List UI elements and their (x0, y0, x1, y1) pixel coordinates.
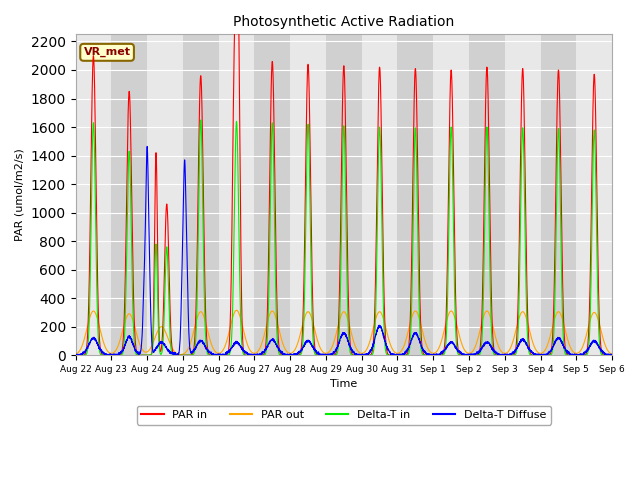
Delta-T in (556, 192, 564, 197)
PAR in (72, 352, 79, 358)
PAR out (177, 352, 184, 358)
Delta-T Diffuse (277, 349, 285, 355)
X-axis label: Time: Time (330, 380, 358, 389)
Delta-T in (408, 307, 415, 313)
Line: PAR in: PAR in (76, 0, 612, 355)
Bar (76, 35, 111, 355)
PAR out (136, 341, 143, 347)
PAR out (72, 351, 79, 357)
Bar (433, 35, 469, 355)
Delta-T in (277, 352, 285, 358)
Bar (111, 35, 147, 355)
Y-axis label: PAR (umol/m2/s): PAR (umol/m2/s) (15, 148, 25, 241)
PAR out (608, 351, 616, 357)
Delta-T Diffuse (72, 351, 79, 357)
PAR in (559, 286, 566, 292)
Bar (183, 35, 219, 355)
Delta-T in (72, 352, 79, 358)
Delta-T Diffuse (559, 342, 566, 348)
PAR out (277, 336, 285, 341)
Bar (219, 35, 254, 355)
Bar (326, 35, 362, 355)
Delta-T Diffuse (580, 350, 588, 356)
PAR out (556, 311, 564, 316)
PAR in (277, 352, 285, 358)
Bar (541, 35, 577, 355)
Bar (469, 35, 505, 355)
PAR in (136, 352, 143, 358)
Delta-T in (608, 352, 616, 358)
Bar (147, 35, 183, 355)
PAR in (408, 265, 415, 271)
Bar (254, 35, 290, 355)
Bar (362, 35, 397, 355)
PAR in (608, 352, 616, 358)
Delta-T in (136, 352, 143, 358)
Delta-T Diffuse (110, 352, 118, 358)
PAR out (559, 317, 566, 323)
Text: VR_met: VR_met (84, 47, 131, 58)
Title: Photosynthetic Active Radiation: Photosynthetic Active Radiation (233, 15, 454, 29)
PAR out (580, 341, 588, 347)
Delta-T Diffuse (143, 144, 151, 149)
Delta-T Diffuse (136, 349, 143, 355)
Delta-T in (559, 321, 566, 327)
Line: Delta-T in: Delta-T in (76, 120, 612, 355)
Bar (577, 35, 612, 355)
PAR in (556, 131, 564, 136)
Legend: PAR in, PAR out, Delta-T in, Delta-T Diffuse: PAR in, PAR out, Delta-T in, Delta-T Dif… (137, 406, 551, 425)
Bar (290, 35, 326, 355)
Line: PAR out: PAR out (76, 310, 612, 355)
Delta-T Diffuse (408, 337, 415, 343)
Bar (397, 35, 433, 355)
PAR out (408, 315, 415, 321)
Delta-T in (179, 352, 186, 358)
Delta-T in (197, 117, 205, 123)
PAR in (249, 352, 257, 358)
Delta-T Diffuse (556, 336, 564, 342)
Line: Delta-T Diffuse: Delta-T Diffuse (76, 146, 612, 355)
Bar (505, 35, 541, 355)
PAR out (233, 307, 241, 313)
Delta-T Diffuse (608, 352, 616, 358)
PAR in (580, 352, 588, 358)
Delta-T in (580, 352, 588, 358)
